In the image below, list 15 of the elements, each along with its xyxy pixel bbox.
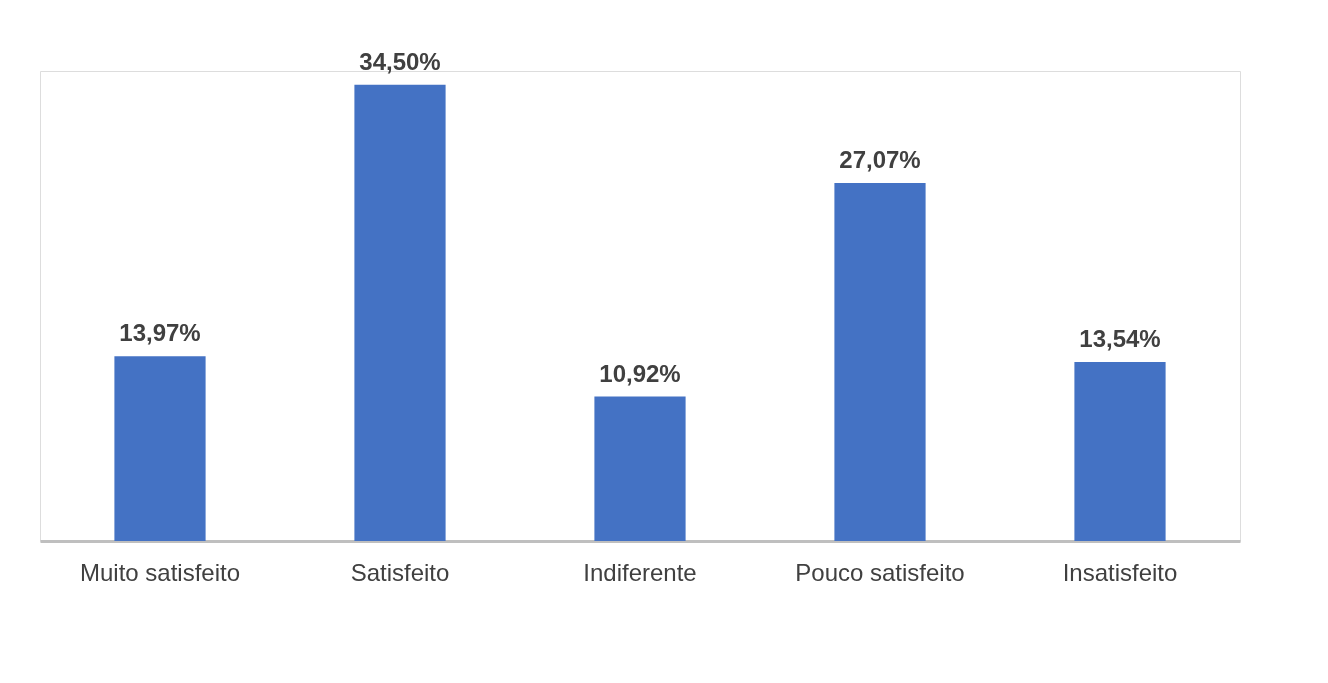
bar — [1074, 361, 1166, 541]
data-label: 27,07% — [839, 145, 921, 173]
bar — [114, 356, 206, 541]
x-tick-label: Insatisfeito — [1062, 558, 1178, 586]
x-tick-label: Indiferente — [583, 558, 697, 586]
data-label: 13,97% — [119, 319, 201, 347]
data-label: 10,92% — [599, 359, 681, 387]
x-tick-label: Pouco satisfeito — [795, 558, 965, 586]
data-label: 34,50% — [359, 47, 441, 75]
data-label: 13,54% — [1079, 324, 1161, 352]
bar — [594, 396, 686, 541]
bar — [834, 182, 926, 541]
x-tick-label: Muito satisfeito — [79, 558, 241, 586]
bar — [354, 84, 446, 541]
x-tick-label: Satisfeito — [350, 558, 450, 586]
